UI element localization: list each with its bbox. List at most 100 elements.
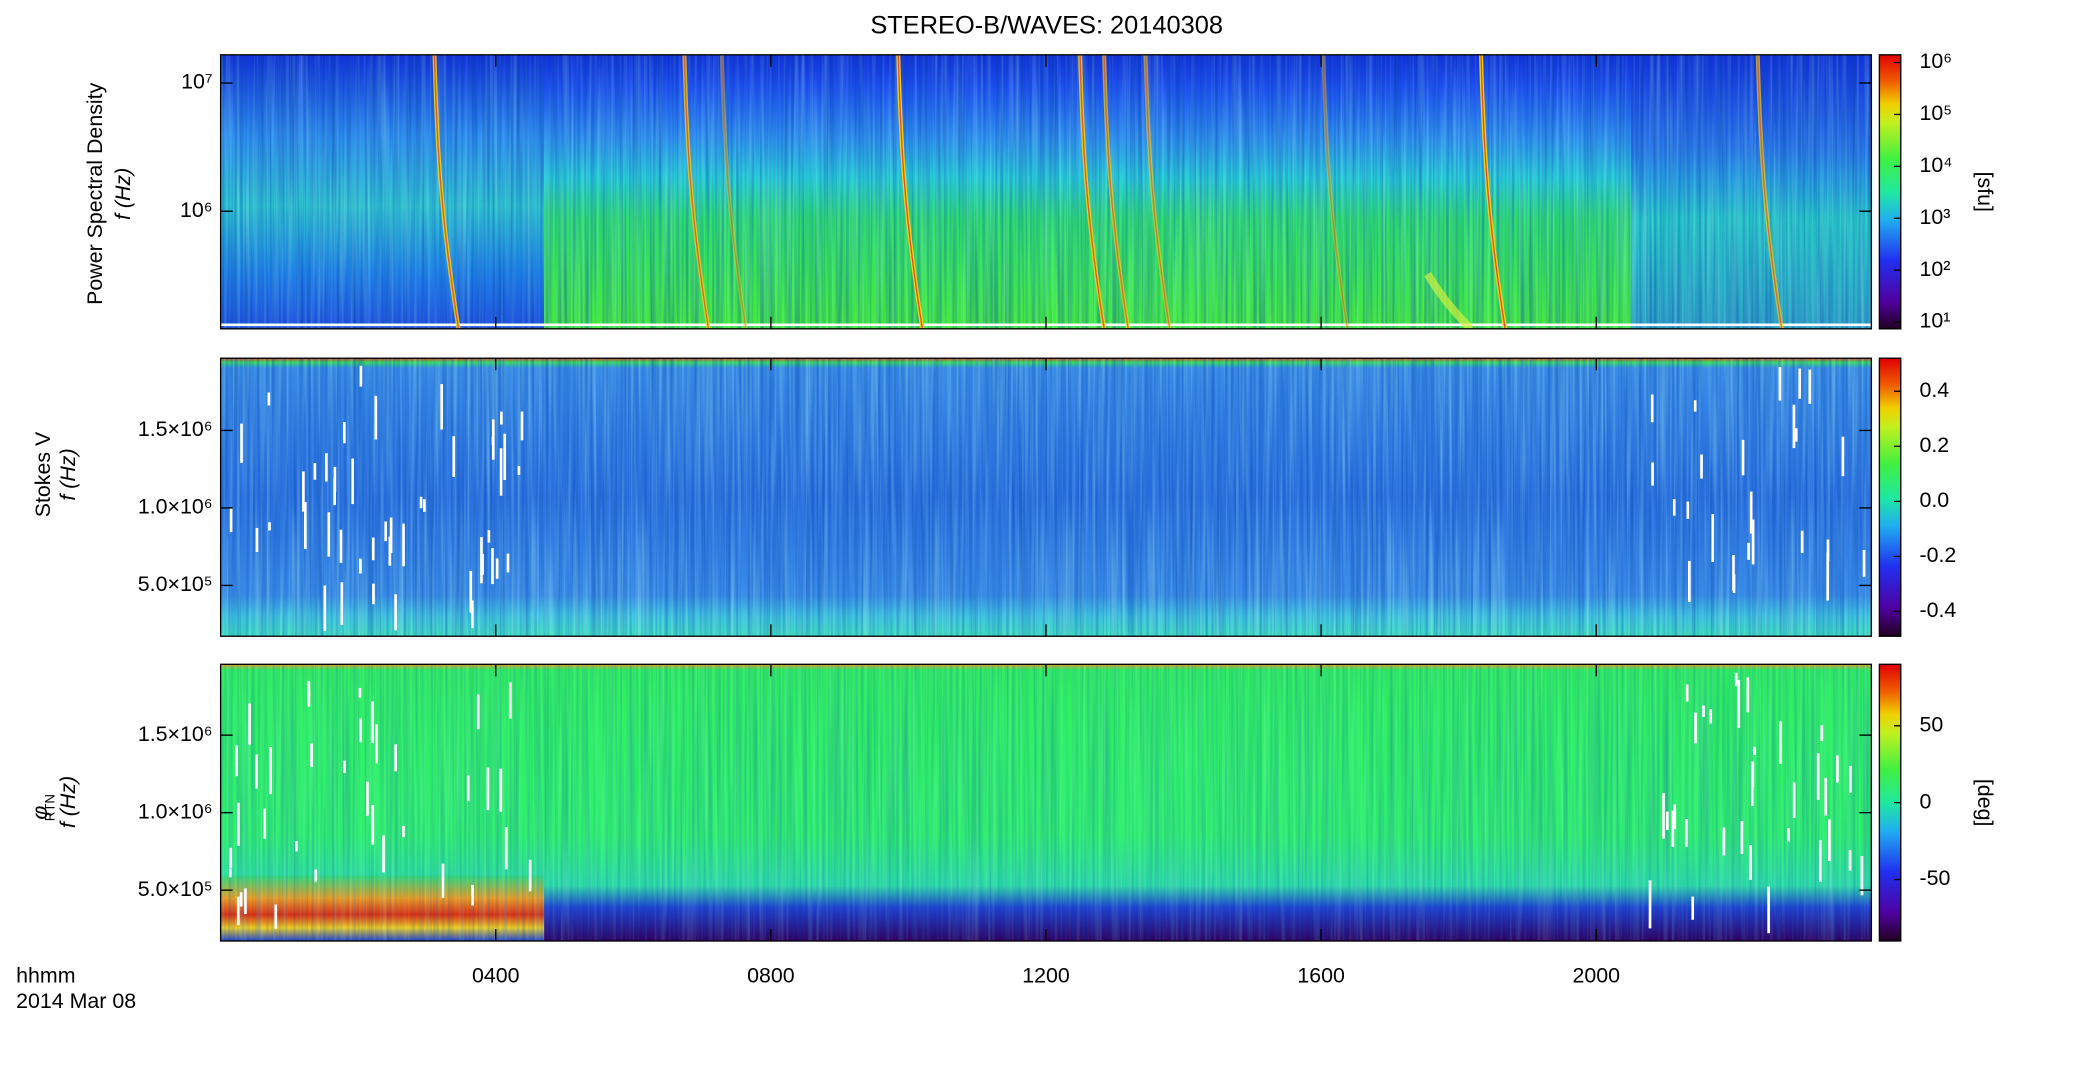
- colorbar: [1878, 54, 1902, 330]
- data-gap: [1732, 574, 1736, 594]
- x-tick-label: 1200: [1022, 964, 1070, 988]
- data-gap: [503, 433, 507, 480]
- data-gap: [1749, 491, 1753, 534]
- data-gap: [267, 392, 271, 406]
- colorbar: [1878, 357, 1902, 637]
- data-gap: [323, 585, 327, 631]
- data-gap: [1691, 896, 1695, 920]
- data-gap: [269, 747, 272, 795]
- burst-core: [721, 54, 747, 329]
- data-gap: [1820, 725, 1824, 742]
- colorbar-tick-label: 10³: [1919, 205, 1950, 229]
- data-gap: [1702, 705, 1705, 717]
- data-gap: [1722, 827, 1726, 856]
- y-axis-symbol: φ: [28, 806, 52, 820]
- data-gap: [339, 529, 343, 563]
- data-gap: [394, 594, 397, 631]
- x-axis-title: hhmm: [16, 964, 75, 988]
- data-gap: [229, 847, 233, 868]
- colorbar-tick-label: 10¹: [1919, 309, 1950, 333]
- x-tick-label: 0400: [472, 964, 520, 988]
- burst-track: [1321, 54, 1350, 329]
- data-gap: [1778, 366, 1782, 401]
- data-gap: [340, 582, 344, 626]
- data-gap: [268, 522, 271, 531]
- data-gap: [302, 471, 305, 512]
- data-gap: [1666, 811, 1669, 830]
- y-tick-label: 10⁷: [181, 70, 213, 94]
- y-tick-label: 1.0×10⁶: [138, 799, 213, 823]
- data-gap: [1824, 777, 1828, 816]
- data-gap: [486, 767, 490, 811]
- data-gap: [1860, 856, 1864, 896]
- data-gap: [1751, 761, 1755, 787]
- data-gap: [504, 827, 508, 870]
- data-gap: [382, 835, 385, 873]
- data-gap: [1737, 679, 1741, 728]
- burst-track: [1143, 54, 1172, 329]
- data-gap: [235, 745, 238, 766]
- data-gap: [1787, 828, 1790, 842]
- data-gap: [520, 411, 524, 441]
- data-gap: [343, 421, 346, 444]
- data-gap: [359, 558, 362, 574]
- burst-track: [719, 54, 748, 329]
- colorbar-label: [deg]: [1973, 779, 1997, 827]
- chart-title: STEREO-B/WAVES: 20140308: [870, 11, 1223, 39]
- data-gap: [304, 502, 307, 550]
- data-gap: [471, 884, 474, 906]
- data-gap: [1836, 755, 1839, 783]
- y-axis-units: f (Hz): [56, 448, 80, 500]
- y-tick-label: 1.5×10⁶: [138, 417, 213, 441]
- data-gap: [506, 553, 510, 573]
- burst-core: [1103, 54, 1129, 329]
- data-gap: [327, 512, 331, 557]
- data-gap: [1794, 428, 1798, 442]
- data-gap: [1648, 880, 1652, 929]
- data-gap: [1779, 721, 1782, 764]
- data-gap: [480, 537, 483, 584]
- data-gap: [314, 869, 318, 882]
- date-label: 2014 Mar 08: [16, 989, 136, 1013]
- data-gap: [402, 523, 405, 567]
- data-gap: [371, 701, 374, 744]
- data-gap: [1671, 810, 1675, 848]
- data-gap: [366, 781, 369, 816]
- data-gap: [500, 411, 503, 425]
- data-gap: [263, 808, 267, 839]
- data-gap: [1816, 753, 1820, 800]
- data-gap: [274, 904, 278, 929]
- data-gap: [237, 802, 240, 847]
- data-gap: [487, 530, 491, 543]
- spectrogram-psd: [220, 54, 1872, 329]
- data-gap: [1711, 514, 1715, 562]
- colorbar-tick-label: 10⁵: [1919, 101, 1952, 125]
- burst-track: [1424, 271, 1474, 329]
- data-gap: [491, 436, 495, 445]
- colorbar-tick-label: -50: [1919, 866, 1950, 890]
- data-gap: [228, 868, 232, 878]
- data-gap: [313, 462, 317, 480]
- colorbar-tick-label: 0: [1919, 789, 1931, 813]
- data-gap: [307, 681, 311, 696]
- data-gap: [1767, 886, 1770, 934]
- data-gap: [1848, 765, 1852, 793]
- burst-core: [1322, 54, 1349, 329]
- data-gap: [295, 841, 298, 852]
- data-gap: [1753, 746, 1756, 755]
- data-gap: [371, 537, 375, 561]
- x-tick-label: 0800: [747, 964, 795, 988]
- data-gap: [1746, 677, 1750, 713]
- data-gap: [1709, 709, 1713, 724]
- data-gap: [389, 517, 393, 554]
- data-gap: [499, 448, 503, 496]
- data-gap: [1651, 462, 1654, 486]
- data-gap: [1751, 519, 1755, 565]
- data-gap: [466, 775, 470, 802]
- data-gap: [1650, 394, 1654, 423]
- data-gap: [359, 718, 363, 743]
- data-gap: [491, 548, 494, 585]
- data-gap: [307, 691, 311, 707]
- data-gap: [419, 496, 423, 509]
